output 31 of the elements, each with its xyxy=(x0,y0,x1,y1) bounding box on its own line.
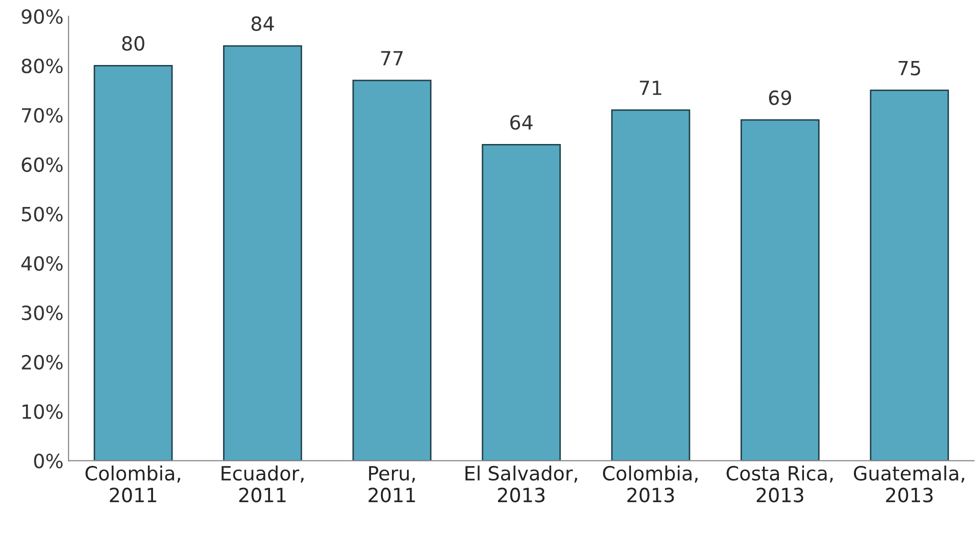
x-tick-label: Peru, 2011 xyxy=(368,466,415,502)
x-tick-label: El Salvador, 2013 xyxy=(466,466,578,502)
y-tick-label: 90% xyxy=(22,9,63,24)
bar xyxy=(740,119,820,461)
bar xyxy=(223,45,302,461)
data-label: 80 xyxy=(122,36,144,51)
data-label: 64 xyxy=(510,115,533,130)
y-tick-label: 80% xyxy=(22,58,63,74)
y-tick-label: 30% xyxy=(22,306,63,320)
y-tick-label: 70% xyxy=(22,108,63,123)
bar xyxy=(611,109,690,461)
y-tick-label: 50% xyxy=(22,206,63,222)
y-tick-label: 40% xyxy=(21,256,63,271)
data-label: 77 xyxy=(381,51,403,66)
x-tick-label: Costa Rica, 2013 xyxy=(726,466,833,502)
data-label: 69 xyxy=(769,90,792,106)
y-tick-label: 20% xyxy=(22,354,63,370)
bar xyxy=(94,64,173,461)
data-label: 75 xyxy=(898,61,920,76)
x-tick-label: Colombia, 2013 xyxy=(603,466,698,502)
bar xyxy=(482,144,561,461)
bar xyxy=(870,90,949,461)
data-label: 84 xyxy=(252,16,274,32)
y-tick-label: 60% xyxy=(22,157,63,172)
x-tick-label: Ecuador, 2011 xyxy=(222,466,304,502)
data-label: 71 xyxy=(640,80,662,95)
x-tick-label: Guatemala, 2013 xyxy=(854,466,964,502)
x-tick-label: Colombia, 2011 xyxy=(86,466,180,502)
bar xyxy=(352,80,432,461)
y-tick-label: 10% xyxy=(22,404,63,419)
y-tick-label: 0% xyxy=(34,454,63,468)
